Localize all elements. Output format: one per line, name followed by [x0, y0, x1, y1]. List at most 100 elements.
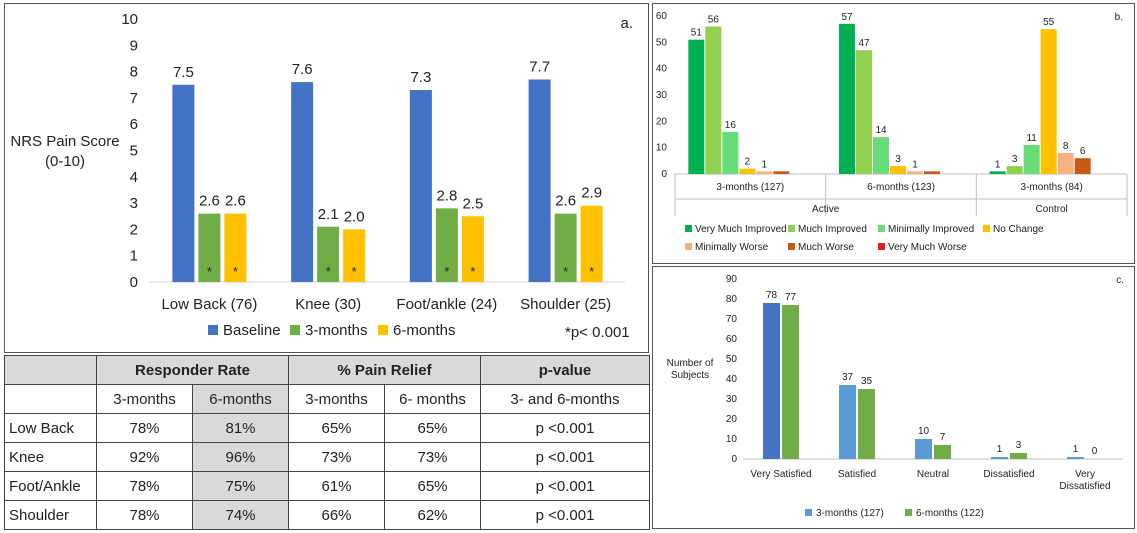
panel-label: b. [1115, 12, 1123, 23]
panel-label: c. [1116, 275, 1124, 286]
cell-pr3: 66% [288, 500, 385, 530]
data-label: 1 [995, 159, 1001, 170]
data-label: 2 [745, 157, 751, 168]
table-corner-cell [4, 384, 97, 414]
legend-swatch [685, 225, 692, 232]
y-tick-label: 20 [656, 116, 668, 127]
bar [528, 79, 551, 283]
significance-mark: * [444, 264, 449, 279]
y-tick-label: 60 [656, 11, 668, 22]
y-tick-label: 20 [726, 414, 738, 425]
y-tick-label: 30 [656, 90, 668, 101]
y-tick-label: 6 [130, 116, 138, 133]
data-label: 1 [762, 159, 768, 170]
bar [554, 213, 577, 282]
bar [461, 216, 484, 282]
bar [756, 171, 773, 174]
x-tick-label: Satisfied [838, 469, 876, 480]
x-tick-label: Dissatisfied [1059, 481, 1110, 492]
cell-pvalue: p <0.001 [480, 442, 651, 472]
x-tick-label: Dissatisfied [983, 469, 1034, 480]
bar [435, 208, 458, 282]
y-axis-title: (0-10) [45, 153, 85, 170]
bar [915, 439, 932, 459]
y-tick-label: 1 [130, 248, 138, 265]
row-label: Foot/Ankle [4, 471, 97, 501]
data-label: 2.6 [225, 193, 246, 210]
legend-swatch [290, 325, 300, 335]
y-tick-label: 7 [130, 90, 138, 107]
legend-label: 6-months (122) [916, 508, 984, 519]
table-row: Shoulder 78% 74% 66% 62% p <0.001 [4, 500, 651, 530]
y-tick-label: 80 [726, 294, 738, 305]
cell-pr6: 62% [383, 500, 482, 530]
chart-panel-a: a. 0 1 2 3 4 5 6 7 8 9 10 NRS Pain Score (0-10) 7.5 2.6… [4, 3, 649, 353]
bar [924, 171, 940, 174]
data-label: 1 [1073, 444, 1079, 455]
x-tick-label: Shoulder (25) [520, 296, 611, 313]
y-tick-label: 9 [130, 37, 138, 54]
bar [722, 131, 739, 174]
bar [317, 226, 340, 282]
bar [773, 171, 790, 174]
data-label: 3 [895, 154, 901, 165]
y-tick-label: 40 [726, 374, 738, 385]
responder-table: Responder Rate % Pain Relief p-value 3-m… [4, 355, 651, 530]
responder-rate-header: Responder Rate [96, 355, 289, 385]
panel-label: a. [620, 15, 633, 32]
bar [1074, 158, 1091, 174]
data-label: 3 [1016, 440, 1022, 451]
cell-rr6: 75% [192, 471, 289, 501]
y-tick-label: 3 [130, 195, 138, 212]
data-label: 1 [912, 159, 918, 170]
data-label: 3 [1012, 154, 1018, 165]
y-axis-title: Number of [667, 358, 714, 369]
data-label: 2.6 [555, 193, 576, 210]
x-tick-label: 6-months (123) [867, 182, 935, 193]
bar [1057, 152, 1074, 174]
subheader-pr-6: 6- months [383, 384, 482, 414]
data-label: 2.0 [344, 208, 365, 225]
legend-swatch [788, 225, 795, 232]
data-label: 51 [691, 28, 703, 39]
x-tick-label: Foot/ankle (24) [396, 296, 497, 313]
significance-mark: * [326, 264, 331, 279]
data-label: 78 [766, 290, 778, 301]
bar [705, 26, 722, 175]
row-label: Low Back [4, 413, 97, 443]
table-row: Foot/Ankle 78% 75% 61% 65% p <0.001 [4, 471, 651, 501]
x-tick-label: Neutral [917, 469, 949, 480]
data-label: 6 [1080, 146, 1086, 157]
table-subheader-row: 3-months 6-months 3-months 6- months 3- … [4, 384, 651, 414]
y-tick-label: 90 [726, 274, 738, 285]
y-tick-label: 10 [121, 11, 138, 28]
data-label: 10 [918, 426, 930, 437]
y-tick-label: 4 [130, 169, 138, 186]
bar [991, 457, 1008, 459]
chart-panel-b: b. 0 10 20 30 40 50 60 51 56 16 2 1 3-months (127) 57 4… [652, 3, 1135, 264]
bar [409, 90, 432, 282]
data-label: 7 [940, 432, 946, 443]
bar [291, 82, 314, 283]
significance-mark: * [563, 264, 568, 279]
legend-label: Much Worse [798, 242, 854, 253]
bar [873, 137, 889, 174]
subheader-pr-3: 3-months [288, 384, 385, 414]
legend-swatch [878, 243, 885, 250]
legend-label: Baseline [223, 322, 281, 339]
legend-swatch [208, 325, 218, 335]
data-label: 8 [1063, 141, 1069, 152]
bar [763, 303, 780, 459]
cell-pr3: 61% [288, 471, 385, 501]
row-label: Shoulder [4, 500, 97, 530]
data-label: 7.5 [173, 64, 194, 81]
table-header-row: Responder Rate % Pain Relief p-value [4, 355, 651, 385]
bar [739, 168, 756, 174]
data-label: 7.3 [410, 69, 431, 86]
y-tick-label: 40 [656, 64, 668, 75]
cell-pr3: 65% [288, 413, 385, 443]
data-label: 14 [875, 125, 887, 136]
data-label: 2.8 [436, 187, 457, 204]
bar [934, 445, 951, 459]
y-tick-label: 2 [130, 221, 138, 238]
